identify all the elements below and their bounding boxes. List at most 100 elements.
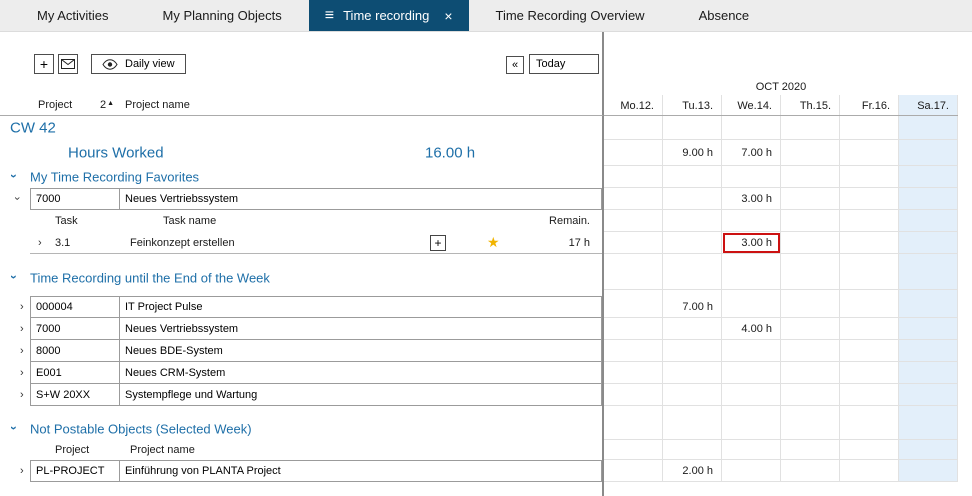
day-cell[interactable] [781,166,840,188]
tab-time-recording[interactable]: ≡ Time recording × [308,0,469,31]
project-id-cell[interactable]: S+W 20XX [30,384,120,406]
day-cell[interactable] [899,362,958,384]
day-cell[interactable] [899,188,958,210]
day-cell[interactable] [722,210,781,232]
chevron-right-icon[interactable]: › [20,301,24,313]
chevron-down-icon[interactable]: › [7,173,21,178]
chevron-right-icon[interactable]: › [20,345,24,357]
day-cell[interactable] [722,460,781,482]
day-cell[interactable] [840,384,899,406]
highlighted-day-cell[interactable]: 3.00 h [722,232,781,254]
day-cell[interactable] [604,362,663,384]
day-cell[interactable] [722,266,781,290]
tab-my-planning-objects[interactable]: My Planning Objects [136,0,309,31]
day-cell[interactable] [899,140,958,166]
chevron-down-icon[interactable]: › [10,196,23,201]
day-cell[interactable] [781,460,840,482]
day-cell[interactable] [604,210,663,232]
project-id-cell[interactable]: PL-PROJECT [30,460,120,482]
day-cell[interactable] [899,440,958,460]
day-cell[interactable] [722,384,781,406]
favorite-star-icon[interactable]: ★ [487,234,500,251]
day-cell[interactable]: 4.00 h [722,318,781,340]
day-cell[interactable] [899,318,958,340]
day-cell[interactable] [781,362,840,384]
project-id-cell[interactable]: 000004 [30,296,120,318]
project-id-cell[interactable]: 7000 [30,318,120,340]
project-name-cell[interactable]: IT Project Pulse [119,296,602,318]
day-cell[interactable] [840,318,899,340]
day-cell[interactable] [840,362,899,384]
chevron-down-icon[interactable]: › [7,274,21,279]
day-cell[interactable] [781,188,840,210]
chevron-right-icon[interactable]: › [20,465,24,477]
day-cell[interactable] [663,166,722,188]
chevron-down-icon[interactable]: › [7,425,21,430]
day-cell[interactable] [781,440,840,460]
day-cell[interactable] [899,266,958,290]
day-cell[interactable] [840,296,899,318]
project-name-cell[interactable]: Neues BDE-System [119,340,602,362]
day-cell[interactable] [840,460,899,482]
project-column-header[interactable]: Project [38,99,73,111]
chevron-right-icon[interactable]: › [20,367,24,379]
day-cell[interactable] [840,166,899,188]
day-cell[interactable] [899,418,958,440]
day-cell[interactable] [781,318,840,340]
project-name-cell[interactable]: Neues Vertriebssystem [119,318,602,340]
day-cell[interactable] [899,296,958,318]
tab-absence[interactable]: Absence [672,0,777,31]
day-cell[interactable] [604,340,663,362]
day-cell[interactable] [781,418,840,440]
day-cell[interactable] [840,116,899,140]
chevron-right-icon[interactable]: › [20,389,24,401]
tab-time-recording-overview[interactable]: Time Recording Overview [469,0,672,31]
task-name[interactable]: Feinkonzept erstellen [130,237,235,249]
day-cell[interactable] [604,188,663,210]
day-cell[interactable] [781,116,840,140]
day-cell[interactable] [899,116,958,140]
day-cell[interactable] [663,266,722,290]
add-button[interactable]: + [34,54,54,74]
day-cell[interactable] [781,210,840,232]
day-cell[interactable]: 2.00 h [663,460,722,482]
task-add-button[interactable]: + [430,235,446,251]
day-cell[interactable] [781,232,840,254]
day-cell[interactable] [663,116,722,140]
day-cell[interactable] [663,362,722,384]
project-id-cell[interactable]: 7000 [30,188,120,210]
day-cell[interactable] [663,318,722,340]
day-cell[interactable]: 7.00 h [722,140,781,166]
day-cell[interactable] [840,340,899,362]
day-cell[interactable] [663,418,722,440]
day-cell[interactable] [604,384,663,406]
today-button[interactable]: Today [529,54,599,74]
day-cell[interactable]: 7.00 h [663,296,722,318]
project-id-cell[interactable]: 8000 [30,340,120,362]
day-cell[interactable] [722,116,781,140]
day-cell[interactable] [604,166,663,188]
day-cell[interactable] [604,140,663,166]
day-cell[interactable] [840,440,899,460]
day-cell[interactable] [840,266,899,290]
project-id-cell[interactable]: E001 [30,362,120,384]
day-cell[interactable] [722,296,781,318]
project-name-cell[interactable]: Systempflege und Wartung [119,384,602,406]
day-cell[interactable] [899,232,958,254]
project-name-cell[interactable]: Einführung von PLANTA Project [119,460,602,482]
day-cell[interactable] [663,384,722,406]
day-cell[interactable] [604,296,663,318]
day-cell[interactable] [663,440,722,460]
mail-button[interactable] [58,54,78,74]
close-icon[interactable]: × [444,7,453,24]
day-cell[interactable] [840,210,899,232]
day-cell[interactable] [663,188,722,210]
day-cell[interactable] [604,116,663,140]
tab-my-activities[interactable]: My Activities [10,0,136,31]
sort-indicator[interactable]: 2▲ [100,99,115,111]
chevron-right-icon[interactable]: › [38,237,42,249]
day-cell[interactable] [899,166,958,188]
day-cell[interactable] [722,440,781,460]
day-cell[interactable] [604,418,663,440]
day-cell[interactable] [899,460,958,482]
